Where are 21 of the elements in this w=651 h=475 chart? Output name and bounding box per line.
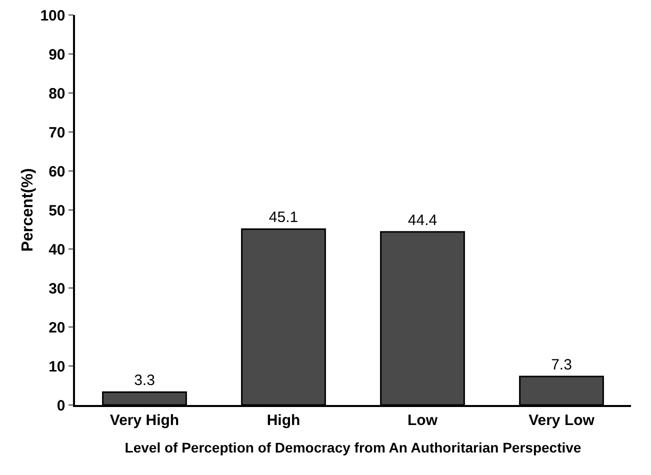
x-tick-label: Low: [408, 412, 438, 429]
x-axis-title: Level of Perception of Democracy from An Authoritarian Perspective: [124, 440, 582, 456]
y-tick-label: 60: [48, 163, 66, 180]
y-tick-label: 20: [48, 319, 66, 336]
x-tick-label: Very Low: [528, 412, 595, 429]
y-tick-label: 100: [40, 7, 66, 24]
data-label: 3.3: [134, 372, 155, 390]
y-tick-label: 10: [48, 358, 66, 376]
y-tick-label: 70: [48, 124, 66, 142]
y-tick-label: 50: [48, 202, 66, 220]
x-tick-label: High: [266, 412, 300, 429]
y-tick-label: 90: [48, 46, 66, 64]
y-tick-label: 30: [48, 280, 66, 298]
data-label: 44.4: [408, 212, 438, 229]
y-axis-title: Percent(%): [20, 168, 36, 252]
data-label: 45.1: [268, 209, 298, 226]
y-tick-label: 80: [48, 85, 66, 102]
y-tick-label: 40: [48, 241, 66, 258]
x-tick-label: Very High: [110, 412, 180, 429]
data-label: 7.3: [551, 356, 572, 374]
y-tick-label: 0: [56, 397, 66, 414]
